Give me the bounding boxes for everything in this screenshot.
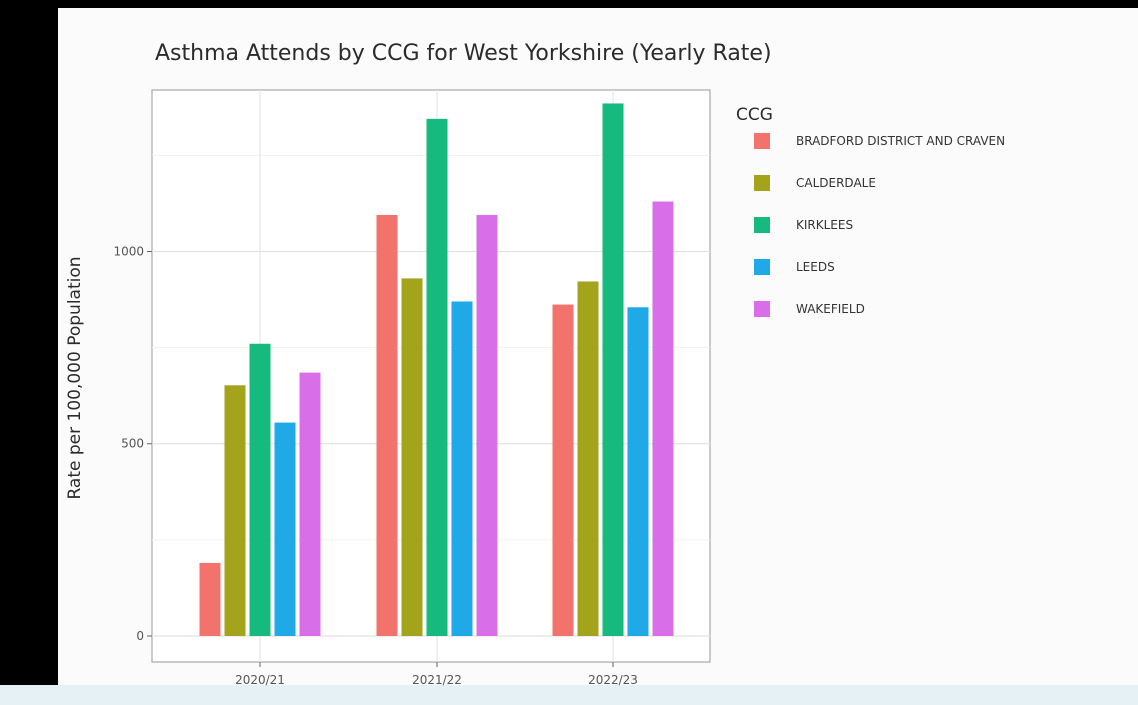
bar-wakefield-2020-21: [299, 372, 321, 636]
plot-area: 0 500 1000 2020/21 2021/22 2022/23: [113, 89, 711, 687]
chart-title: Asthma Attends by CCG for West Yorkshire…: [155, 41, 772, 66]
bottom-strip: [0, 685, 1138, 705]
y-axis-label: Rate per 100,000 Population: [65, 256, 85, 499]
legend-label-3: LEEDS: [796, 260, 835, 274]
bar-calderdale-2020-21: [224, 385, 246, 636]
bar-bradford-district-and-craven-2022-23: [552, 304, 574, 636]
bar-kirklees-2022-23: [602, 103, 624, 636]
x-tick-label-1: 2021/22: [412, 673, 462, 687]
legend-swatch-3: [754, 259, 770, 275]
bar-leeds-2021-22: [451, 301, 473, 636]
bar-bradford-district-and-craven-2020-21: [199, 562, 221, 636]
legend-label-1: CALDERDALE: [796, 176, 876, 190]
bar-leeds-2022-23: [627, 307, 649, 636]
bar-kirklees-2020-21: [249, 343, 271, 636]
legend-swatch-1: [754, 175, 770, 191]
bar-wakefield-2022-23: [652, 201, 674, 636]
y-tick-label-0: 0: [136, 629, 144, 643]
legend-label-0: BRADFORD DISTRICT AND CRAVEN: [796, 134, 1005, 148]
legend-items: BRADFORD DISTRICT AND CRAVEN CALDERDALE KI…: [754, 133, 1005, 317]
y-axis: 0 500 1000: [113, 244, 152, 643]
x-tick-label-2: 2022/23: [588, 673, 638, 687]
legend: CCG BRADFORD DISTRICT AND CRAVEN CALDERDA…: [736, 105, 1005, 317]
bar-wakefield-2021-22: [476, 214, 498, 636]
legend-label-4: WAKEFIELD: [796, 302, 865, 316]
x-tick-label-0: 2020/21: [235, 673, 285, 687]
bar-calderdale-2022-23: [577, 281, 599, 636]
bar-kirklees-2021-22: [426, 118, 448, 637]
x-axis: 2020/21 2021/22 2022/23: [235, 662, 638, 687]
y-tick-label-1: 500: [121, 437, 144, 451]
legend-swatch-0: [754, 133, 770, 149]
legend-title: CCG: [736, 105, 773, 125]
bar-bradford-district-and-craven-2021-22: [376, 214, 398, 636]
legend-swatch-2: [754, 217, 770, 233]
bars: [199, 103, 674, 637]
y-tick-label-2: 1000: [113, 244, 144, 258]
legend-label-2: KIRKLEES: [796, 218, 853, 232]
legend-swatch-4: [754, 301, 770, 317]
bar-calderdale-2021-22: [401, 278, 423, 636]
bar-leeds-2020-21: [274, 422, 296, 636]
